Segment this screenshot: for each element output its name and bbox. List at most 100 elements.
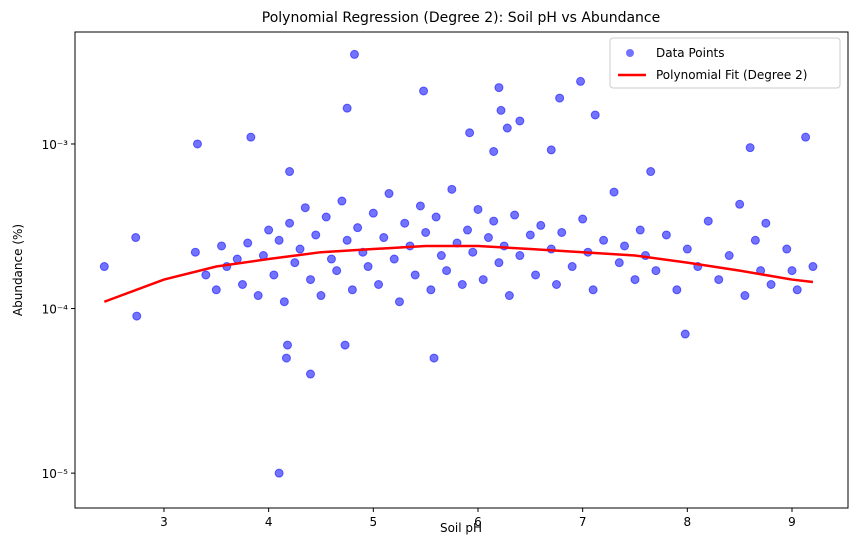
data-point — [808, 262, 818, 272]
data-point — [473, 204, 483, 214]
data-point — [285, 167, 295, 177]
data-point — [682, 244, 692, 254]
data-point — [502, 123, 512, 133]
data-point — [347, 285, 357, 295]
legend-marker — [626, 49, 634, 57]
data-point — [714, 275, 724, 285]
data-point — [349, 49, 359, 59]
data-point — [740, 291, 750, 301]
data-point — [363, 262, 373, 272]
data-point — [536, 220, 546, 230]
data-point — [489, 147, 499, 157]
x-tick-label: 5 — [369, 515, 377, 529]
y-tick-label: 10⁻³ — [42, 138, 69, 152]
data-point — [494, 83, 504, 93]
fit-line — [103, 244, 814, 303]
data-point — [99, 262, 109, 272]
data-point — [410, 270, 420, 280]
data-point — [478, 275, 488, 285]
data-point — [745, 143, 755, 153]
data-point — [384, 189, 394, 199]
data-point — [504, 291, 514, 301]
data-point — [510, 210, 520, 220]
data-point — [389, 254, 399, 264]
data-point — [436, 251, 446, 261]
data-point — [285, 218, 295, 228]
data-point — [792, 285, 802, 295]
legend-label: Polynomial Fit (Degree 2) — [656, 68, 807, 82]
data-point — [426, 285, 436, 295]
data-point — [237, 280, 247, 290]
data-point — [483, 233, 493, 243]
data-point — [281, 353, 291, 363]
data-point — [620, 241, 630, 251]
y-tick-label: 10⁻⁴ — [42, 303, 69, 317]
data-point — [588, 285, 598, 295]
data-point — [635, 225, 645, 235]
data-point — [489, 216, 499, 226]
x-tick-label: 8 — [684, 515, 692, 529]
data-point — [394, 297, 404, 307]
data-point — [457, 280, 467, 290]
x-axis-label: Soil pH — [440, 521, 482, 535]
data-point — [269, 270, 279, 280]
data-point — [431, 212, 441, 222]
data-point — [646, 167, 656, 177]
data-point — [282, 340, 292, 350]
data-point — [672, 285, 682, 295]
data-point — [782, 244, 792, 254]
data-point — [274, 235, 284, 245]
data-point — [567, 262, 577, 272]
plot-frame — [74, 31, 849, 509]
data-point — [131, 233, 141, 243]
data-point — [300, 203, 310, 213]
data-point — [419, 86, 429, 96]
data-point — [525, 230, 535, 240]
x-tick-label: 6 — [474, 515, 482, 529]
data-point — [421, 227, 431, 237]
data-point — [211, 285, 221, 295]
y-axis-label: Abundance (%) — [11, 224, 25, 316]
data-point — [415, 201, 425, 211]
data-point — [274, 468, 284, 478]
x-tick-label: 4 — [265, 515, 273, 529]
chart-title: Polynomial Regression (Degree 2): Soil p… — [262, 10, 660, 26]
data-point — [515, 251, 525, 261]
data-point — [340, 340, 350, 350]
data-point — [735, 199, 745, 209]
data-point — [531, 270, 541, 280]
data-point — [661, 230, 671, 240]
data-point — [703, 216, 713, 226]
data-point — [368, 208, 378, 218]
data-point — [590, 110, 600, 120]
data-point — [609, 187, 619, 197]
data-point — [342, 235, 352, 245]
data-point — [306, 275, 316, 285]
data-point — [337, 196, 347, 206]
data-point — [379, 233, 389, 243]
data-point — [578, 214, 588, 224]
data-point — [429, 353, 439, 363]
data-point — [243, 238, 253, 248]
data-point — [246, 132, 256, 142]
data-point — [192, 139, 202, 149]
data-point — [599, 235, 609, 245]
data-point — [295, 244, 305, 254]
data-point — [232, 254, 242, 264]
data-point — [442, 266, 452, 276]
data-point — [496, 105, 506, 115]
legend-label: Data Points — [656, 46, 725, 60]
data-point — [447, 184, 457, 194]
data-point — [342, 103, 352, 113]
data-point — [576, 76, 586, 86]
x-tick-label: 3 — [160, 515, 168, 529]
data-point — [290, 258, 300, 268]
data-point — [326, 254, 336, 264]
data-point — [551, 280, 561, 290]
data-point — [787, 266, 797, 276]
data-point — [132, 311, 142, 321]
data-point — [546, 145, 556, 155]
data-point — [311, 230, 321, 240]
data-point — [253, 291, 263, 301]
